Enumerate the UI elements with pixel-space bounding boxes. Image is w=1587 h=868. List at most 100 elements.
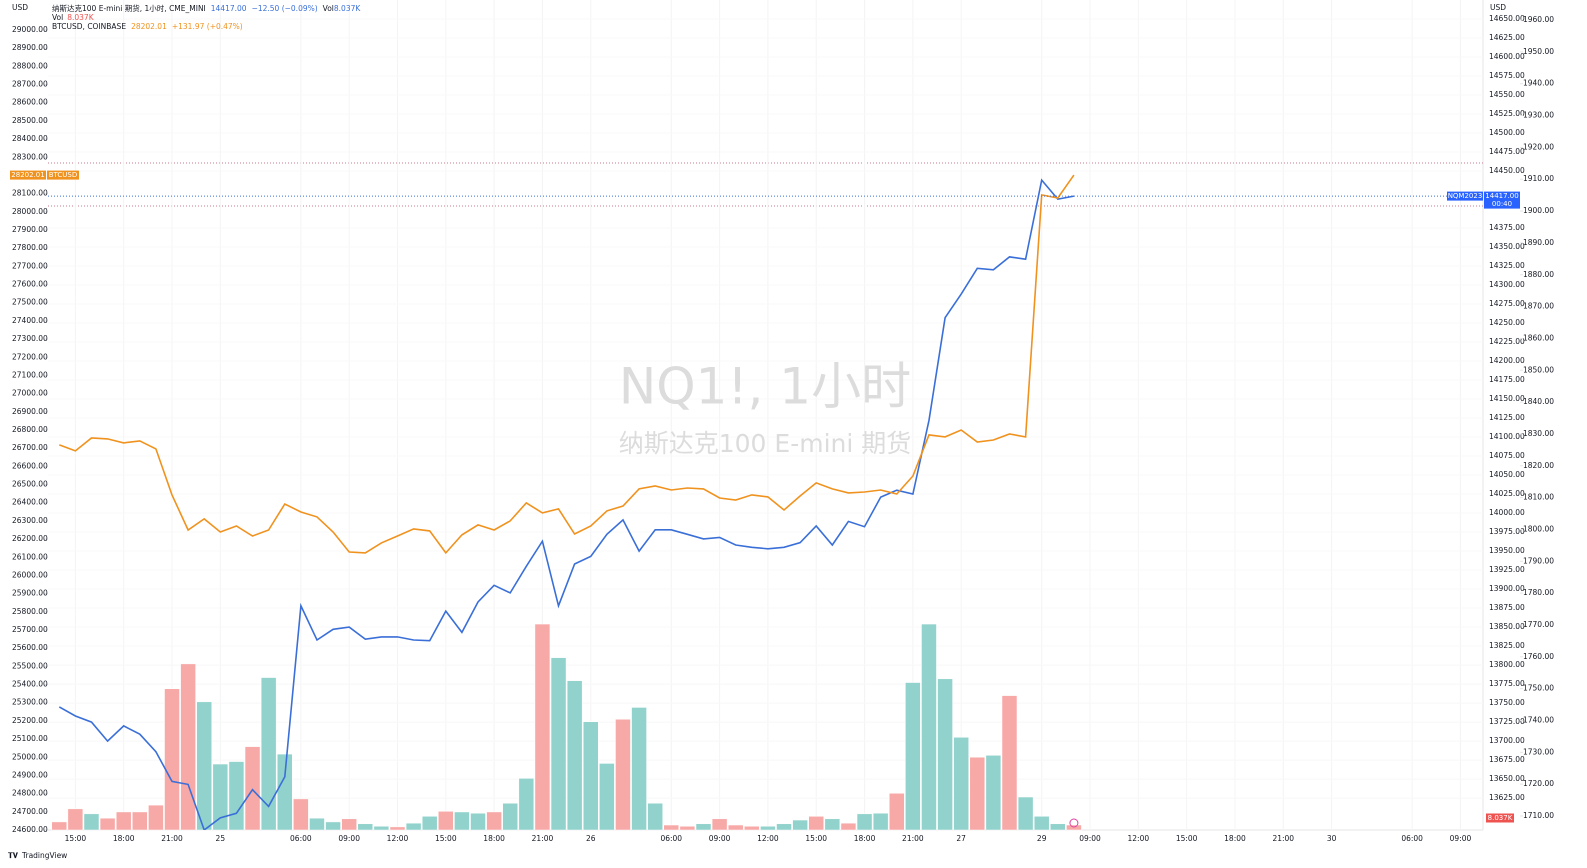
x-tick-label: 30 (1327, 834, 1337, 843)
price-badge-label: 8.037K (1488, 814, 1513, 822)
volume-bar (534, 623, 551, 831)
volume-bar (67, 808, 84, 831)
volume-bar (889, 793, 905, 831)
volume-bar (357, 823, 374, 831)
y-tick-label: 27900.00 (12, 225, 48, 234)
y-tick-label: 26400.00 (12, 498, 48, 507)
y3-tick-label: 1760.00 (1523, 652, 1554, 661)
volume-bar (228, 761, 245, 831)
y2-tick-label: 14625.00 (1489, 33, 1525, 42)
y2-tick-label: 14200.00 (1489, 356, 1525, 365)
x-tick-label: 29 (1037, 834, 1047, 843)
x-tick-label: 09:00 (1079, 834, 1101, 843)
volume-bar (776, 823, 792, 831)
y3-tick-label: 1830.00 (1523, 429, 1554, 438)
legend-line: Vol 8.037K (52, 13, 95, 22)
y-tick-label: 28100.00 (12, 189, 48, 198)
y3-tick-label: 1840.00 (1523, 397, 1554, 406)
y3-tick-label: 1800.00 (1523, 524, 1554, 533)
y3-tick-label: 1710.00 (1523, 811, 1554, 820)
legend-name: 纳斯达克100 E-mini 期货, 1小时, CME_MINI (52, 3, 206, 13)
volume-bar (132, 811, 148, 831)
volume-bar (325, 821, 341, 831)
volume-bar (405, 822, 422, 831)
price-badge-label: BTCUSD (49, 171, 78, 179)
y3-tick-label: 1740.00 (1523, 715, 1554, 724)
volume-bar (99, 817, 116, 831)
currency-right: USD (1490, 3, 1506, 12)
y-tick-label: 25700.00 (12, 625, 48, 634)
price-badge (10, 170, 46, 180)
y-tick-label: 24600.00 (12, 825, 48, 834)
volume-bar (695, 823, 712, 831)
y-tick-label: 27600.00 (12, 280, 48, 289)
x-tick-label: 18:00 (1224, 834, 1246, 843)
volume-bar (83, 813, 100, 831)
price-badge (1484, 191, 1520, 201)
y-tick-label: 28500.00 (12, 116, 48, 125)
volume-bar (1001, 695, 1018, 831)
y-tick-label: 26800.00 (12, 425, 48, 434)
x-tick-label: 25 (216, 834, 226, 843)
legend-last: 28202.01 (131, 22, 167, 31)
price-badge-label: 28202.01 (11, 171, 44, 179)
y-tick-label: 26500.00 (12, 480, 48, 489)
legend-change: −12.50 (−0.09%) (252, 4, 318, 13)
volume-bar (389, 826, 406, 831)
x-tick-label: 26 (586, 834, 596, 843)
y2-tick-label: 13750.00 (1489, 698, 1525, 707)
y-tick-label: 27700.00 (12, 261, 48, 270)
y-tick-label: 24700.00 (12, 807, 48, 816)
legend-change: +131.97 (+0.47%) (172, 22, 243, 31)
x-tick-label: 18:00 (483, 834, 505, 843)
y2-tick-label: 14300.00 (1489, 280, 1525, 289)
volume-bar (341, 818, 357, 831)
y-tick-label: 24900.00 (12, 770, 48, 779)
price-badge-label: 14417.00 (1485, 192, 1518, 200)
y-tick-label: 27400.00 (12, 316, 48, 325)
watermark-title: NQ1!, 1小时 (619, 358, 911, 416)
x-tick-label: 18:00 (854, 834, 876, 843)
y3-tick-label: 1790.00 (1523, 556, 1554, 565)
y-tick-label: 25800.00 (12, 607, 48, 616)
y2-tick-label: 13800.00 (1489, 660, 1525, 669)
y-tick-label: 26000.00 (12, 570, 48, 579)
y2-tick-label: 14100.00 (1489, 432, 1525, 441)
legend-line: 纳斯达克100 E-mini 期货, 1小时, CME_MINI 14417.00… (52, 3, 361, 13)
y3-tick-label: 1720.00 (1523, 779, 1554, 788)
y-tick-label: 26100.00 (12, 552, 48, 561)
legend-line: BTCUSD, COINBASE 28202.01 +131.97 (+0.47%) (52, 22, 243, 31)
watermark-subtitle: 纳斯达克100 E-mini 期货 (619, 429, 912, 458)
legend-last: 8.037K (334, 4, 361, 13)
price-badge-label: NQM2023 (1448, 192, 1483, 200)
y3-tick-label: 1810.00 (1523, 493, 1554, 502)
volume-bar (470, 812, 486, 831)
y2-tick-label: 14375.00 (1489, 223, 1525, 232)
y2-tick-label: 13875.00 (1489, 603, 1525, 612)
x-tick-label: 21:00 (1272, 834, 1294, 843)
y2-tick-label: 13725.00 (1489, 717, 1525, 726)
y2-tick-label: 13900.00 (1489, 584, 1525, 593)
volume-bar (969, 756, 986, 831)
y-tick-label: 25400.00 (12, 680, 48, 689)
y-tick-label: 24800.00 (12, 789, 48, 798)
price-line (59, 174, 1075, 555)
y2-tick-label: 14325.00 (1489, 261, 1525, 270)
price-badge (1447, 191, 1483, 201)
y3-tick-label: 1920.00 (1523, 142, 1554, 151)
y3-tick-label: 1930.00 (1523, 111, 1554, 120)
volume-bar (905, 682, 921, 831)
y2-tick-label: 14250.00 (1489, 318, 1525, 327)
y-tick-label: 28400.00 (12, 134, 48, 143)
y2-tick-label: 14175.00 (1489, 375, 1525, 384)
volume-bar (164, 688, 180, 831)
y-tick-label: 25000.00 (12, 752, 48, 761)
y3-tick-label: 1900.00 (1523, 206, 1554, 215)
y-tick-label: 26300.00 (12, 516, 48, 525)
y3-tick-label: 1940.00 (1523, 79, 1554, 88)
volume-bar (583, 721, 599, 831)
y-tick-label: 26700.00 (12, 443, 48, 452)
x-tick-label: 15:00 (65, 834, 87, 843)
volume-bar (792, 819, 808, 831)
price-badge (1484, 199, 1520, 209)
